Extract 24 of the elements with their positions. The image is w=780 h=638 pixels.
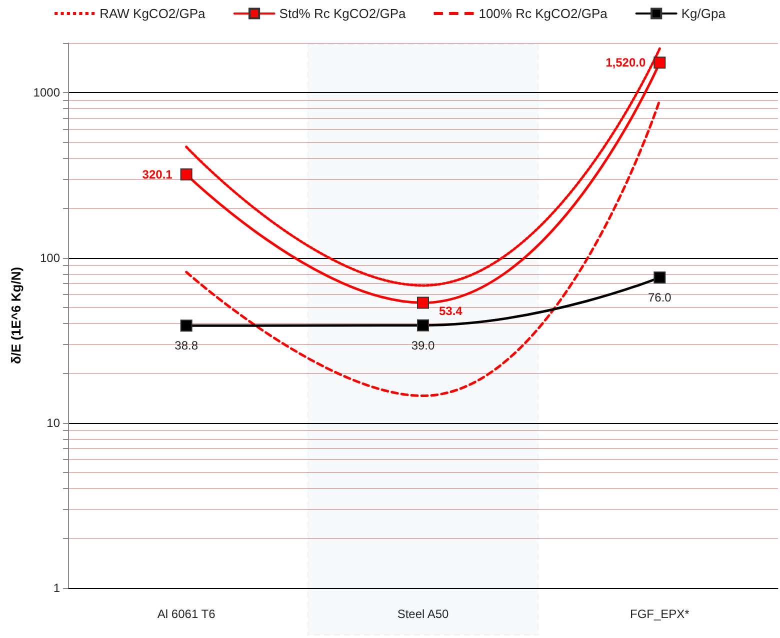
data-label: 320.1 [142,167,173,182]
point [180,168,192,180]
point [417,296,429,309]
data-label: 39.0 [411,338,435,352]
legend-label: 100% Rc KgCO2/GPa [478,6,608,21]
x-tick-label: FGF_EPX* [630,607,690,621]
data-label: 53.4 [439,304,463,318]
point [654,271,666,284]
x-tick-label: Steel A50 [397,607,450,621]
data-label: 38.8 [174,338,198,353]
legend-label: RAW KgCO2/GPa [100,6,206,21]
y-tick-label: 1 [53,581,60,595]
legend-label: Kg/Gpa [681,6,726,21]
point [654,56,666,69]
point [417,319,429,332]
legend-label: Std% Rc KgCO2/GPa [279,6,406,21]
y-tick-label: 1000 [33,86,60,100]
data-label: 76.0 [648,290,672,304]
y-tick-label: 10 [46,416,60,430]
data-label: 1,520.0 [606,56,646,70]
y-tick-label: 100 [40,250,60,265]
x-tick-label: Al 6061 T6 [157,607,216,621]
y-axis-title: δ/E (1E^6 Kg/N) [8,266,24,364]
point [180,320,192,332]
